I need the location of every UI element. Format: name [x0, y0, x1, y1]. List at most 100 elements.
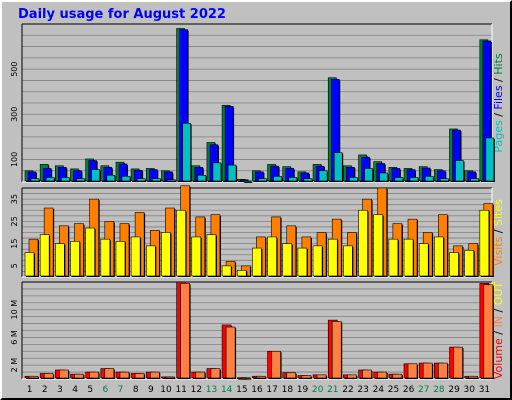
x-tick-label-day: 22 — [342, 385, 353, 395]
y-axis-label-part: / — [492, 226, 505, 237]
y-axis-label-middle: Visits / Sites — [492, 199, 505, 266]
bar-pages-day-30 — [470, 178, 479, 182]
x-tick-label-day: 26 — [403, 385, 415, 395]
y-tick-label: 6 M — [10, 330, 19, 345]
y-tick-label: 500 — [10, 62, 19, 77]
bar-sites-day-4 — [70, 241, 80, 277]
y-axis-label-part: Pages — [492, 120, 505, 153]
y-axis-label-top: Pages / Files / Hits — [492, 53, 505, 153]
x-tick-label-day: 21 — [327, 385, 338, 395]
bar-pages-day-10-shadow — [168, 180, 177, 182]
y-tick-label: 2 M — [10, 358, 19, 373]
bar-pages-day-1 — [30, 178, 40, 182]
bar-in-day-10-shadow — [166, 377, 176, 379]
x-tick-label-day: 6 — [103, 385, 109, 395]
bar-sites-day-10 — [161, 232, 171, 277]
bar-in-day-26 — [407, 363, 418, 379]
bar-sites-day-24 — [373, 214, 384, 277]
bar-in-day-18 — [286, 372, 297, 379]
bar-pages-day-16 — [258, 178, 267, 182]
bar-in-day-12 — [195, 371, 206, 379]
bar-sites-day-15 — [236, 270, 247, 277]
bar-sites-day-12 — [191, 236, 202, 277]
bar-sites-day-17 — [267, 236, 277, 277]
y-axis-label-part: IN — [492, 316, 505, 327]
x-tick-label-day: 29 — [448, 385, 460, 395]
bar-pages-day-11 — [182, 123, 191, 182]
bar-sites-day-25 — [388, 238, 399, 277]
bar-in-day-24 — [377, 371, 388, 379]
y-tick-label: 25 — [10, 216, 19, 226]
bar-in-day-25 — [392, 373, 403, 379]
bar-sites-day-6 — [100, 238, 111, 277]
bar-sites-day-29 — [449, 252, 459, 277]
bar-pages-day-19 — [303, 178, 313, 182]
bar-in-day-20 — [316, 374, 327, 379]
x-tick-label-day: 5 — [87, 385, 93, 395]
bar-in-day-3 — [59, 369, 69, 379]
bar-pages-day-6 — [106, 174, 116, 182]
x-tick-label-day: 17 — [266, 385, 277, 395]
x-tick-label-day: 8 — [133, 385, 139, 395]
x-tick-label-day: 24 — [373, 385, 385, 395]
bar-in-day-9 — [149, 371, 160, 379]
y-axis-label-part: Volume — [492, 338, 505, 379]
bar-in-day-17 — [271, 350, 281, 379]
bar-sites-day-2 — [39, 234, 50, 277]
bar-sites-day-23 — [358, 209, 368, 277]
bar-pages-day-4 — [76, 178, 85, 182]
x-tick-label-day: 10 — [160, 385, 172, 395]
bar-in-day-10 — [165, 376, 175, 379]
bar-pages-day-31 — [485, 137, 495, 182]
bar-pages-day-23 — [364, 168, 373, 182]
bar-sites-day-3 — [55, 243, 65, 277]
bar-pages-day-24 — [379, 172, 389, 182]
bar-sites-day-1 — [24, 252, 35, 277]
x-tick-label-day: 7 — [118, 385, 124, 395]
bar-pages-day-8 — [136, 178, 146, 182]
bar-pages-day-2 — [45, 177, 55, 182]
x-tick-label-day: 1 — [27, 385, 33, 395]
bar-sites-day-18 — [282, 243, 293, 277]
bar-sites-day-30 — [464, 250, 474, 277]
bar-sites-day-31 — [479, 209, 490, 277]
bar-in-day-13 — [210, 368, 221, 379]
bar-pages-day-29 — [455, 160, 464, 182]
y-axis-label-bottom: Volume / IN / OUT — [492, 282, 505, 380]
bar-in-day-5 — [89, 371, 99, 379]
bar-pages-day-15 — [242, 180, 252, 183]
bar-pages-day-18 — [288, 177, 298, 182]
bar-in-day-16 — [256, 375, 266, 379]
bar-sites-day-14 — [221, 265, 232, 277]
y-axis-label-part: / — [492, 305, 505, 316]
bar-in-day-19 — [301, 375, 312, 379]
x-tick-label-day: 4 — [72, 385, 78, 395]
x-tick-label-day: 19 — [297, 385, 309, 395]
x-tick-label-day: 31 — [479, 385, 490, 395]
bar-in-day-15-shadow — [242, 378, 252, 380]
bar-in-day-8 — [134, 373, 145, 379]
bar-in-day-31 — [483, 284, 494, 379]
bar-in-day-6 — [104, 368, 115, 379]
bar-in-day-22 — [347, 374, 357, 379]
bar-pages-day-17 — [273, 176, 282, 182]
y-axis-label-part: / — [492, 328, 505, 339]
x-tick-label-day: 3 — [57, 385, 63, 395]
y-axis-label-part: Files — [492, 85, 505, 109]
y-axis-label-part: Sites — [492, 199, 505, 226]
bar-in-day-27 — [422, 362, 433, 379]
bar-in-day-4 — [74, 373, 84, 379]
bar-pages-day-21 — [333, 152, 343, 182]
bar-pages-day-14 — [227, 164, 237, 182]
bar-in-day-14 — [225, 326, 236, 379]
bar-pages-day-28 — [440, 178, 449, 182]
bar-sites-day-19 — [297, 247, 308, 277]
x-tick-label-day: 11 — [175, 385, 186, 395]
y-axis-label-part: Visits — [492, 236, 505, 265]
bar-in-day-28 — [438, 362, 448, 379]
bar-pages-day-20 — [318, 170, 328, 182]
bar-sites-day-22 — [343, 245, 353, 277]
y-tick-label: 300 — [10, 107, 19, 122]
y-tick-label: 100 — [10, 152, 19, 167]
